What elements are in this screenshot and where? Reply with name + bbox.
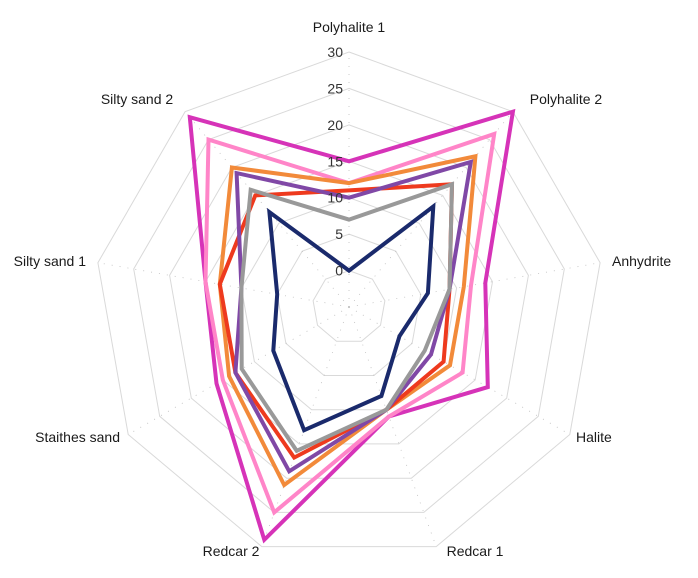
tick-label: 30 (327, 44, 343, 60)
series-polygon-6 (239, 181, 455, 454)
axis-label: Redcar 2 (203, 543, 260, 559)
tick-labels: 0 5 10 15 20 25 30 (327, 44, 343, 279)
tick-label: 10 (327, 190, 343, 206)
tick-label: 0 (335, 263, 343, 279)
grid-ring (276, 233, 422, 376)
series-layer (187, 108, 516, 544)
axis-label: Silty sand 1 (14, 253, 87, 269)
series-polygon-5 (233, 159, 474, 475)
tick-label: 5 (335, 226, 343, 242)
axis-labels: Polyhalite 1 Polyhalite 2 Anhydrite Halite R… (14, 19, 672, 559)
grid-ring (312, 270, 386, 342)
axis-label: Halite (576, 429, 612, 445)
axis-label: Redcar 1 (447, 543, 504, 559)
tick-label: 15 (327, 153, 343, 169)
series-polygon-7 (266, 202, 436, 433)
axis-label: Anhydrite (612, 253, 671, 269)
series-polygon-2 (203, 131, 497, 516)
grid-ring (97, 51, 601, 548)
axis-label: Polyhalite 1 (313, 19, 386, 35)
tick-label: 25 (327, 80, 343, 96)
grid-ring (133, 87, 565, 513)
grid-layer (97, 51, 601, 548)
series-polygon-1 (187, 108, 516, 544)
axis-label: Staithes sand (35, 429, 120, 445)
axis-spoke (348, 306, 571, 435)
axis-label: Polyhalite 2 (530, 91, 603, 107)
series-polygon-3 (217, 153, 478, 489)
tick-label: 20 (327, 117, 343, 133)
axis-label: Silty sand 2 (101, 91, 174, 107)
